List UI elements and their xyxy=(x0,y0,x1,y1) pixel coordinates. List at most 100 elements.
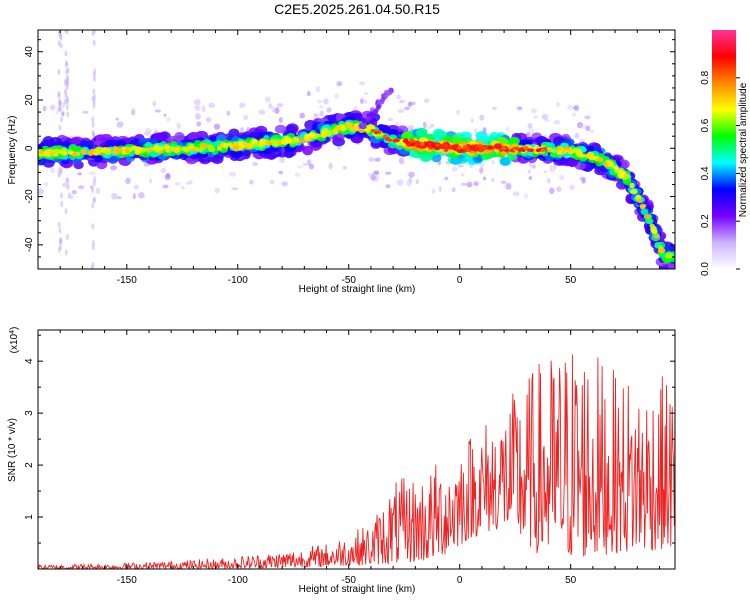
spectrogram-band-blob xyxy=(223,142,229,149)
spectrogram-noise-blob xyxy=(194,99,201,106)
spectrogram-streak-blob xyxy=(92,88,96,95)
spectrogram-noise-blob xyxy=(38,188,44,195)
spectrogram-noise-blob xyxy=(181,185,185,190)
spectrogram-branch-blob xyxy=(365,115,371,121)
spectrogram-core-blob xyxy=(540,148,546,153)
spectrogram-noise-blob xyxy=(95,187,100,195)
spectrogram-frame xyxy=(37,29,676,270)
spectrogram-band-blob xyxy=(645,218,654,225)
colorbar-tick-label: 0.8 xyxy=(700,70,711,84)
spectrogram-noise-blob xyxy=(528,128,535,135)
spectrogram-noise-blob xyxy=(567,104,574,110)
spectrogram-streak-blob xyxy=(59,239,63,246)
spectrogram-noise-blob xyxy=(336,81,343,87)
spectrogram-x-tick-label: -50 xyxy=(342,275,357,286)
spectrogram-streak-blob xyxy=(66,184,70,191)
spectrogram-band-blob xyxy=(649,223,655,228)
spectrogram-noise-blob xyxy=(67,195,74,199)
spectrogram-band-blob xyxy=(145,147,154,153)
spectrogram-streak-blob xyxy=(57,171,61,178)
spectrogram-band-blob xyxy=(95,146,103,152)
snr-y-tick-label: 2 xyxy=(24,462,35,468)
spectrogram-noise-blob xyxy=(326,107,332,113)
spectrogram-band-blob xyxy=(274,124,287,134)
spectrogram-band-blob xyxy=(409,138,416,143)
spectrogram-noise-blob xyxy=(318,104,324,109)
spectrogram-noise-blob xyxy=(165,117,171,122)
spectrogram-noise-blob xyxy=(297,165,304,169)
spectrogram-band-blob xyxy=(622,178,632,185)
spectrogram-noise-blob xyxy=(319,110,324,117)
spectrogram-band-blob xyxy=(658,248,665,254)
spectrogram-noise-blob xyxy=(423,98,430,104)
spectrogram-band-blob xyxy=(174,148,181,153)
spectrogram-streak-blob xyxy=(91,116,95,123)
spectrogram-noise-blob xyxy=(276,103,284,108)
spectrogram-noise-blob xyxy=(397,109,405,113)
spectrogram-band-blob xyxy=(508,137,520,145)
spectrogram-streak-blob xyxy=(60,201,64,208)
spectrogram-y-tick-label: 40 xyxy=(24,46,35,58)
spectrogram-x-tick-label: -150 xyxy=(117,275,137,286)
spectrogram-noise-blob xyxy=(249,179,254,185)
spectrogram-band-blob xyxy=(388,141,398,149)
spectrogram-core-blob xyxy=(447,145,453,150)
spectrogram-noise-blob xyxy=(438,185,442,193)
spectrogram-core-blob xyxy=(434,143,440,147)
spectrogram-streak-blob xyxy=(65,104,69,111)
spectrogram-noise-blob xyxy=(43,182,49,187)
spectrogram-noise-blob xyxy=(115,117,120,121)
spectrogram-band-blob xyxy=(246,144,254,150)
spectrogram-band-blob xyxy=(94,155,103,163)
spectrogram-streak-blob xyxy=(58,124,62,131)
spectrogram-band-blob xyxy=(346,122,353,129)
spectrogram-noise-blob xyxy=(131,108,136,116)
spectrogram-band-blob xyxy=(340,126,347,132)
spectrogram-core-blob xyxy=(482,146,488,151)
spectrogram-core-blob xyxy=(382,134,388,139)
spectrogram-band-blob xyxy=(667,252,674,259)
spectrogram-streak-blob xyxy=(92,197,96,204)
spectrogram-band-blob xyxy=(232,144,240,151)
spectrogram-noise-blob xyxy=(165,172,171,179)
spectrogram-noise-blob xyxy=(461,182,467,186)
spectrogram-band-blob xyxy=(663,245,673,253)
spectrogram-noise-blob xyxy=(77,172,83,176)
spectrogram-band-blob xyxy=(258,138,267,144)
spectrogram-noise-blob xyxy=(328,162,333,170)
spectrogram-streak-blob xyxy=(91,130,95,137)
spectrogram-streak-blob xyxy=(66,77,70,84)
spectrogram-band-blob xyxy=(614,167,621,174)
spectrogram-noise-blob xyxy=(358,80,366,86)
spectrogram-noise-blob xyxy=(541,113,549,120)
spectrogram-branch-blob xyxy=(387,88,393,94)
spectrogram-noise-blob xyxy=(559,175,565,181)
spectrogram-noise-blob xyxy=(572,106,579,110)
spectrogram-noise-blob xyxy=(385,184,391,189)
spectrogram-noise-blob xyxy=(194,113,201,120)
spectrogram-band-blob xyxy=(102,149,110,155)
spectrogram-noise-blob xyxy=(543,170,547,174)
spectrogram-noise-blob xyxy=(585,125,591,132)
spectrogram-noise-blob xyxy=(553,120,561,125)
snr-x-tick-label: -100 xyxy=(228,575,248,586)
spectrogram-band-blob xyxy=(67,149,74,155)
spectrogram-noise-blob xyxy=(278,170,284,175)
spectrogram-noise-blob xyxy=(110,165,118,171)
spectrogram-noise-blob xyxy=(313,112,317,118)
spectrogram-band-blob xyxy=(551,148,557,154)
spectrogram-noise-blob xyxy=(479,163,485,169)
snr-x-tick-label: -50 xyxy=(342,575,357,586)
spectrogram-noise-blob xyxy=(61,111,65,117)
spectrogram-core-blob xyxy=(501,146,507,151)
spectrogram-noise-blob xyxy=(533,115,538,120)
spectrogram-noise-blob xyxy=(516,106,523,111)
spectrogram-noise-blob xyxy=(268,102,272,110)
spectrogram-band-blob xyxy=(639,204,646,210)
spectrogram-noise-blob xyxy=(556,101,560,107)
spectrogram-band-blob xyxy=(71,151,78,157)
spectrogram-noise-blob xyxy=(549,187,555,195)
spectrogram-band-blob xyxy=(308,132,316,137)
spectrogram-streak-blob xyxy=(59,167,63,174)
spectrogram-noise-blob xyxy=(78,185,85,190)
